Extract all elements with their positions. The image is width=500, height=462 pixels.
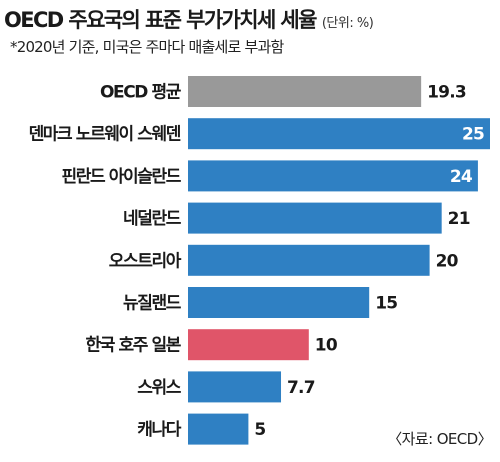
bar <box>188 76 422 107</box>
bar <box>188 244 430 276</box>
bar <box>188 118 490 150</box>
category-label: 한국 호주 일본 <box>86 336 182 356</box>
category-label: OECD 평균 <box>100 83 182 103</box>
bar <box>188 413 249 445</box>
value-label: 10 <box>315 336 338 356</box>
value-label: 5 <box>254 420 265 440</box>
unit-label: (단위: %) <box>321 16 374 31</box>
value-label: 24 <box>450 167 473 187</box>
bar <box>188 371 282 403</box>
footnote: *2020년 기준, 미국은 주마다 매출세로 부과함 <box>10 38 284 56</box>
category-label: 오스트리아 <box>109 251 182 271</box>
bar <box>188 287 370 318</box>
chart-title: OECD 주요국의 표준 부가가치세 세율 <box>4 8 317 32</box>
bar <box>188 160 478 192</box>
category-label: 캐나다 <box>137 420 181 440</box>
category-label: 네덜란드 <box>123 209 182 229</box>
value-label: 25 <box>462 125 484 145</box>
value-label: 19.3 <box>427 83 466 103</box>
category-label: 덴마크 노르웨이 스웨덴 <box>29 125 181 145</box>
source-label: 〈자료: OECD〉 <box>387 430 492 448</box>
category-label: 핀란드 아이슬란드 <box>62 167 182 187</box>
bar <box>188 202 442 234</box>
value-label: 7.7 <box>287 378 315 398</box>
category-label: 뉴질랜드 <box>123 293 182 314</box>
chart-header: OECD 주요국의 표준 부가가치세 세율 (단위: %) <box>4 4 374 34</box>
category-label: 스위스 <box>137 378 181 398</box>
bar <box>188 329 309 361</box>
value-label: 21 <box>448 209 470 229</box>
value-label: 15 <box>375 294 397 314</box>
value-label: 20 <box>436 251 459 271</box>
